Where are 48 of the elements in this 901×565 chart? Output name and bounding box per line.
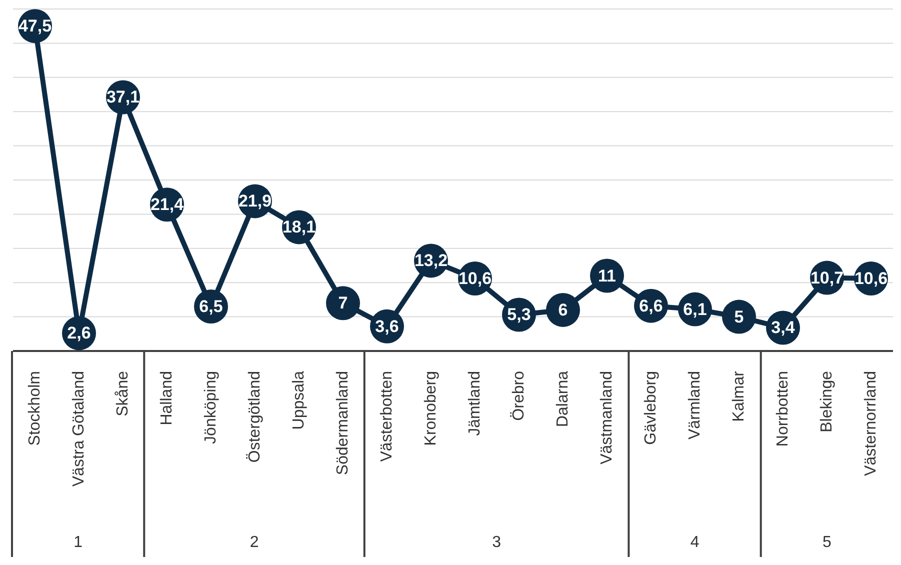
x-tick-label: Södermanland <box>334 371 352 476</box>
x-tick-label: Jönköping <box>202 371 220 444</box>
text: 3 <box>492 534 502 551</box>
point <box>326 286 360 320</box>
data-label: 13,2 <box>414 251 448 270</box>
data-label: 6 <box>558 300 568 320</box>
text: 1 <box>74 534 83 551</box>
x-tick-label: Norrbotten <box>774 371 792 447</box>
data-label: 5,3 <box>507 305 531 324</box>
data-label: 10,7 <box>810 268 844 288</box>
data-label: 6,5 <box>199 297 223 316</box>
x-tick-label: Halland <box>158 371 176 426</box>
x-tick-label: Örebro <box>510 370 528 421</box>
x-tick-label: Blekinge <box>818 370 836 432</box>
x-tick-label: Gävleborg <box>642 371 660 445</box>
data-label: 18,1 <box>282 218 316 237</box>
x-tick-label: Kronoberg <box>422 371 440 446</box>
text: 4 <box>690 534 700 551</box>
x-tick-label: Uppsala <box>290 370 308 430</box>
data-label: 21,4 <box>150 195 184 214</box>
x-tick-label: Värmland <box>686 371 704 440</box>
x-tick-label: Västernorrland <box>862 371 880 476</box>
data-label: 7 <box>338 294 348 313</box>
x-tick-label: Stockholm <box>26 371 44 446</box>
data-label: 2,6 <box>67 324 91 343</box>
x-tick-label: Dalarna <box>554 370 572 428</box>
x-tick-label: Västerbotten <box>378 371 396 462</box>
data-label: 10,6 <box>854 268 888 288</box>
text: 2 <box>250 534 259 551</box>
data-label: 3,6 <box>375 316 399 336</box>
data-label: 47,5 <box>18 16 52 36</box>
data-label: 11 <box>598 266 616 286</box>
data-label: 6,6 <box>639 296 663 316</box>
point <box>722 300 756 334</box>
point <box>546 292 580 327</box>
data-label: 37,1 <box>106 88 140 107</box>
x-tick-label: Västmanland <box>598 371 616 464</box>
x-tick-label: Jämtland <box>466 371 484 436</box>
data-label: 3,4 <box>771 318 796 338</box>
data-label: 21,9 <box>238 192 272 211</box>
data-label: 6,1 <box>683 300 707 319</box>
data-label: 10,6 <box>458 268 492 288</box>
x-tick-label: Skåne <box>114 370 132 416</box>
x-tick-label: Västra Götaland <box>70 371 88 487</box>
text: 5 <box>822 534 832 551</box>
x-tick-label: Kalmar <box>730 370 748 422</box>
x-tick-label: Östergötland <box>246 371 264 463</box>
data-label: 5 <box>734 307 744 326</box>
